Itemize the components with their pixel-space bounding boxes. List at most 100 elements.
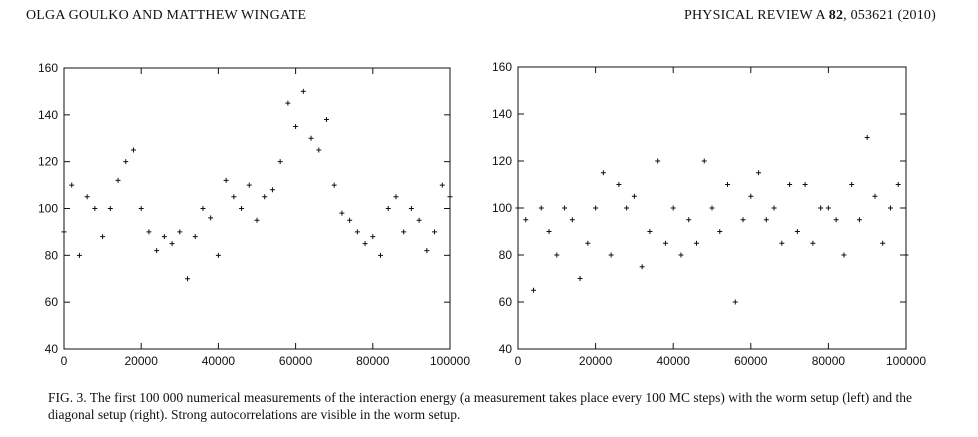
data-point — [439, 182, 445, 188]
data-point — [316, 147, 322, 153]
data-point — [331, 182, 337, 188]
y-tick-label: 80 — [499, 248, 513, 262]
x-tick-label: 20000 — [579, 354, 613, 368]
y-tick-label: 140 — [492, 107, 512, 121]
data-point — [740, 217, 746, 223]
y-tick-label: 160 — [492, 60, 512, 74]
data-point — [246, 182, 252, 188]
data-point — [554, 252, 560, 258]
page-header: OLGA GOULKO AND MATTHEW WINGATE PHYSICAL… — [26, 8, 936, 26]
data-point — [841, 252, 847, 258]
data-point — [810, 240, 816, 246]
data-point — [169, 241, 175, 247]
data-point — [531, 287, 537, 293]
data-point — [424, 248, 430, 254]
plot-frame — [63, 67, 451, 350]
data-point — [385, 206, 391, 211]
x-tick-label: 40000 — [657, 354, 691, 368]
y-tick-label: 120 — [492, 154, 512, 168]
y-tick-label: 120 — [38, 155, 58, 169]
x-tick-label: 0 — [61, 354, 68, 368]
x-tick-label: 60000 — [734, 354, 768, 368]
data-point — [818, 205, 824, 211]
data-point — [794, 229, 800, 234]
data-point — [732, 299, 738, 305]
data-point — [92, 206, 98, 211]
y-tick-label: 60 — [499, 295, 513, 309]
data-series — [61, 88, 453, 282]
data-point — [285, 100, 291, 106]
x-tick-label: 80000 — [356, 354, 390, 368]
data-point — [849, 182, 855, 187]
data-point — [239, 206, 245, 211]
data-point — [293, 124, 299, 130]
x-tick-label: 60000 — [279, 354, 313, 368]
y-tick-label: 40 — [45, 342, 59, 356]
diagonal-setup-plot: 40 60 80 100 120 140 160 0 20000 40000 60000 80000 1… — [492, 60, 926, 368]
x-tick-label: 80000 — [812, 354, 846, 368]
journal-name: PHYSICAL REVIEW A — [683, 8, 826, 23]
data-point — [880, 240, 886, 246]
data-point — [887, 205, 893, 211]
worm-setup-plot: 40 60 80 100 120 140 160 0 20000 40000 60000 80000 1… — [38, 61, 470, 368]
data-point — [432, 229, 438, 235]
y-tick-label: 140 — [38, 108, 58, 122]
x-tick-label: 40000 — [202, 354, 236, 368]
data-point — [686, 217, 692, 223]
data-point — [76, 252, 82, 258]
data-point — [577, 276, 583, 281]
data-point — [277, 159, 283, 165]
x-tick-label: 20000 — [125, 354, 159, 368]
data-point — [347, 217, 353, 223]
y-tick-label: 100 — [38, 202, 58, 216]
data-point — [756, 170, 762, 176]
figure-caption: FIG. 3. The first 100 000 numerical meas… — [48, 390, 912, 422]
data-point — [616, 182, 622, 187]
data-point — [69, 182, 75, 188]
data-point — [538, 205, 544, 211]
data-point — [562, 205, 568, 211]
data-point — [833, 217, 839, 223]
data-point — [779, 240, 785, 246]
data-point — [895, 182, 901, 187]
journal-volume: 82 — [828, 8, 844, 23]
data-point — [825, 205, 831, 211]
data-point — [655, 158, 661, 164]
data-point — [146, 229, 152, 235]
data-point — [269, 187, 275, 193]
running-citation: PHYSICAL REVIEW A 82, 053621 (2010) — [684, 8, 936, 24]
data-point — [717, 229, 723, 234]
data-point — [864, 135, 870, 140]
data-point — [223, 177, 229, 183]
data-point — [701, 158, 707, 164]
data-point — [631, 193, 637, 199]
data-point — [647, 229, 653, 234]
data-point — [401, 229, 407, 235]
data-point — [300, 88, 306, 94]
x-tick-label: 100000 — [430, 354, 470, 368]
data-point — [546, 229, 552, 234]
x-tick-label: 0 — [515, 354, 522, 368]
data-point — [61, 229, 67, 235]
data-point — [177, 229, 183, 235]
data-point — [100, 234, 106, 240]
y-tick-label: 80 — [45, 248, 59, 262]
data-point — [639, 264, 645, 270]
data-point — [200, 206, 206, 211]
data-point — [725, 182, 731, 187]
data-point — [787, 182, 793, 187]
data-point — [569, 217, 575, 223]
data-point — [393, 194, 399, 200]
data-point — [185, 276, 191, 282]
x-tick-label: 100000 — [886, 354, 926, 368]
data-point — [670, 205, 676, 211]
data-point — [693, 240, 699, 246]
data-point — [208, 215, 214, 221]
data-point — [215, 252, 221, 258]
data-point — [856, 217, 862, 223]
y-tick-label: 40 — [499, 342, 513, 356]
data-point — [192, 234, 198, 240]
data-point — [515, 205, 521, 211]
data-point — [123, 159, 129, 165]
data-point — [662, 240, 668, 246]
